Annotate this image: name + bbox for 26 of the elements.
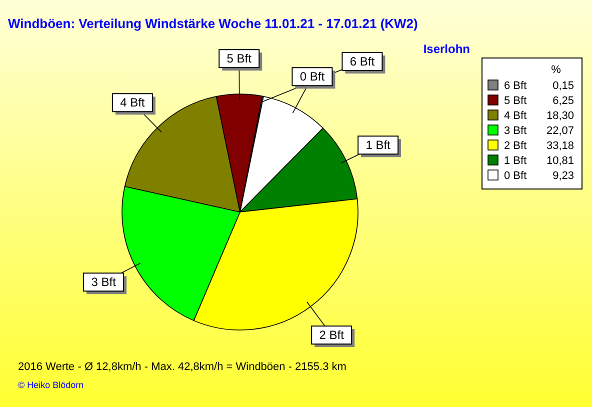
chart-title: Windböen: Verteilung Windstärke Woche 11.01.21 - 17.01.21 (KW2) — [8, 16, 418, 31]
data-label: 10,81 — [546, 155, 574, 167]
legend-label: 1 Bft — [504, 155, 527, 167]
data-label: 0,15 — [552, 80, 574, 92]
data-label: 22,07 — [546, 125, 574, 137]
data-label: 6,25 — [552, 95, 574, 107]
legend-label: 4 Bft — [504, 110, 527, 122]
legend-label: 3 Bft — [504, 125, 527, 137]
legend-label: 2 Bft — [504, 140, 527, 152]
legend-label: 6 Bft — [504, 80, 527, 92]
text: 2016 Werte - Ø 12,8km/h - Max. 42,8km/h = Windböen - 2155.3 km — [18, 361, 346, 373]
slice-label: 1 Bft — [366, 138, 392, 152]
chart-subtitle: Iserlohn — [423, 42, 470, 56]
slice-label: 5 Bft — [226, 52, 252, 66]
slice-label: 2 Bft — [319, 328, 345, 342]
slice-label: 3 Bft — [91, 275, 117, 290]
data-label: 33,18 — [546, 140, 574, 152]
legend-title: % — [551, 64, 562, 76]
text: © Heiko Blödorn — [18, 380, 84, 390]
data-label: 18,30 — [546, 110, 574, 122]
legend-label: 0 Bft — [504, 170, 527, 182]
slice-label: 6 Bft — [350, 54, 376, 69]
legend-label: 5 Bft — [504, 95, 527, 107]
data-label: 9,23 — [552, 170, 574, 182]
slice-label: 4 Bft — [120, 96, 146, 110]
slice-label: 0 Bft — [300, 70, 326, 84]
